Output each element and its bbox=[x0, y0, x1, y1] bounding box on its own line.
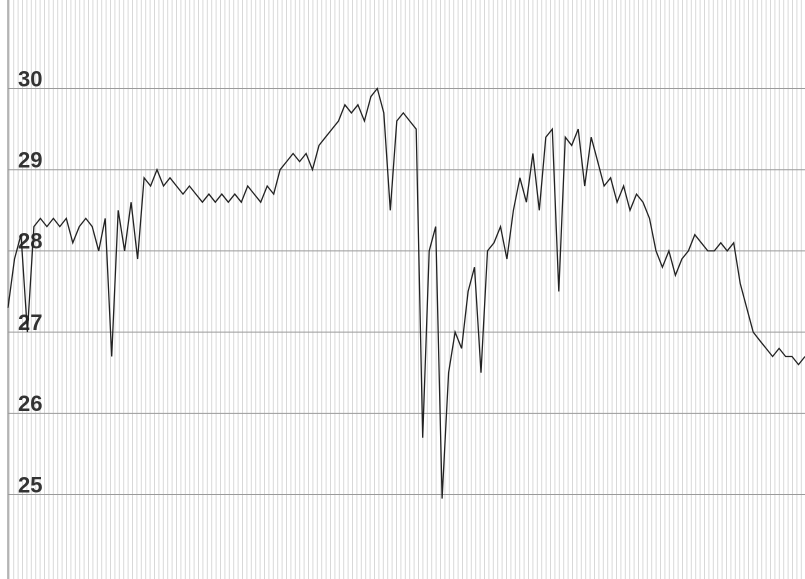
data-line bbox=[7, 87, 805, 499]
y-tick-label: 29 bbox=[18, 148, 42, 173]
y-tick-label: 25 bbox=[18, 472, 42, 497]
y-tick-label: 26 bbox=[18, 391, 42, 416]
y-tick-label: 27 bbox=[18, 310, 42, 335]
y-tick-label: 30 bbox=[18, 66, 42, 91]
vertical-grid bbox=[8, 0, 805, 579]
